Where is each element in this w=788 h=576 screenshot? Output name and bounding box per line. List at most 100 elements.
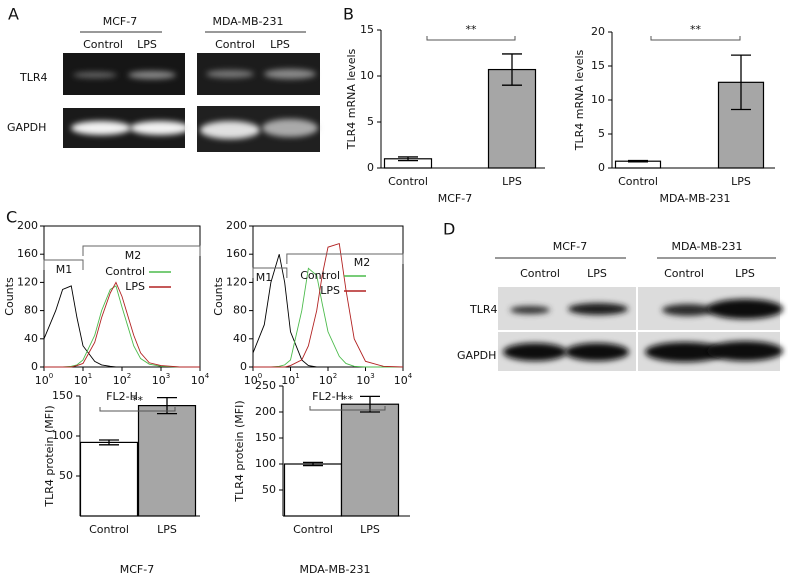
x-tick-base: 10 bbox=[152, 374, 166, 387]
row-label: TLR4 bbox=[469, 303, 498, 316]
histogram-curve bbox=[43, 285, 200, 368]
y-tick-label: 120 bbox=[226, 275, 247, 288]
x-tick-exponent: 2 bbox=[333, 372, 337, 380]
lane-label: Control bbox=[83, 38, 123, 51]
row-label: TLR4 bbox=[19, 71, 48, 84]
gate-label: M2 bbox=[125, 249, 142, 262]
y-tick-label: 15 bbox=[360, 23, 374, 36]
y-tick-label: 250 bbox=[255, 379, 276, 392]
gate-marker bbox=[43, 259, 84, 270]
x-tick-exponent: 0 bbox=[258, 372, 262, 380]
y-axis-label: TLR4 protein (MFI) bbox=[43, 405, 56, 507]
legend-label: Control bbox=[300, 269, 340, 282]
x-tick-exponent: 1 bbox=[88, 372, 92, 380]
x-tick-base: 10 bbox=[35, 374, 49, 387]
y-tick-label: 20 bbox=[591, 25, 605, 38]
x-tick-base: 10 bbox=[191, 374, 205, 387]
y-tick-label: 160 bbox=[17, 247, 38, 260]
gate-marker bbox=[82, 245, 201, 256]
y-tick-label: 40 bbox=[24, 332, 38, 345]
y-tick-label: 10 bbox=[360, 69, 374, 82]
legend-label: Control bbox=[105, 265, 145, 278]
significance-label: ** bbox=[342, 393, 354, 406]
x-tick-label: LPS bbox=[731, 175, 751, 188]
x-tick-base: 10 bbox=[244, 374, 258, 387]
chart-subtitle: MDA-MB-231 bbox=[659, 192, 730, 205]
y-tick-label: 5 bbox=[598, 127, 605, 140]
gel-image bbox=[63, 53, 320, 152]
chart-subtitle: MCF-7 bbox=[438, 192, 472, 205]
x-tick-exponent: 2 bbox=[127, 372, 131, 380]
x-tick-label: LPS bbox=[502, 175, 522, 188]
x-tick-label: 100 bbox=[244, 372, 262, 387]
x-tick-label: Control bbox=[618, 175, 658, 188]
panel-label: C bbox=[6, 208, 17, 227]
error-bar bbox=[502, 53, 522, 86]
x-tick-label: 102 bbox=[113, 372, 131, 387]
lane-label: LPS bbox=[270, 38, 290, 51]
lane-label: LPS bbox=[587, 267, 607, 280]
y-tick-label: 150 bbox=[52, 389, 73, 402]
blot-title: MDA-MB-231 bbox=[212, 15, 283, 28]
x-tick-exponent: 4 bbox=[205, 372, 210, 380]
y-tick-label: 50 bbox=[262, 483, 276, 496]
lane-label: LPS bbox=[137, 38, 157, 51]
y-tick-label: 80 bbox=[24, 304, 38, 317]
x-tick-label: 102 bbox=[319, 372, 337, 387]
y-tick-label: 15 bbox=[591, 59, 605, 72]
lane-label: Control bbox=[215, 38, 255, 51]
western-blot-image bbox=[498, 287, 783, 371]
chart-subtitle: MCF-7 bbox=[120, 563, 154, 576]
panel-label: A bbox=[8, 5, 19, 24]
legend-label: LPS bbox=[125, 280, 145, 293]
x-tick-exponent: 0 bbox=[49, 372, 53, 380]
y-tick-label: 10 bbox=[591, 93, 605, 106]
bar bbox=[340, 403, 400, 517]
y-axis-label: TLR4 mRNA levels bbox=[573, 49, 586, 151]
y-tick-label: 200 bbox=[226, 219, 247, 232]
y-tick-label: 0 bbox=[598, 161, 605, 174]
significance-bracket bbox=[650, 36, 741, 41]
panel-label: B bbox=[343, 5, 354, 24]
x-tick-base: 10 bbox=[356, 374, 370, 387]
x-tick-label: Control bbox=[293, 523, 333, 536]
blot-title: MCF-7 bbox=[553, 240, 587, 253]
y-tick-label: 80 bbox=[233, 304, 247, 317]
significance-bracket bbox=[309, 406, 386, 411]
gate-label: M1 bbox=[256, 271, 273, 284]
y-tick-label: 120 bbox=[17, 275, 38, 288]
bar bbox=[79, 441, 139, 517]
histogram-curve bbox=[252, 254, 403, 368]
y-tick-label: 200 bbox=[17, 219, 38, 232]
gate-marker bbox=[252, 267, 288, 278]
x-tick-exponent: 1 bbox=[295, 372, 299, 380]
y-axis-label: TLR4 mRNA levels bbox=[345, 48, 358, 150]
x-tick-label: Control bbox=[89, 523, 129, 536]
y-axis-label: Counts bbox=[3, 277, 16, 316]
x-tick-label: 100 bbox=[35, 372, 53, 387]
gate-label: M2 bbox=[354, 256, 371, 269]
x-tick-base: 10 bbox=[281, 374, 295, 387]
x-tick-label: 103 bbox=[356, 372, 374, 387]
error-bar bbox=[303, 461, 323, 467]
significance-bracket bbox=[426, 36, 516, 41]
y-tick-label: 0 bbox=[31, 360, 38, 373]
panel-label: D bbox=[443, 220, 455, 239]
x-tick-label: 101 bbox=[281, 372, 299, 387]
x-axis-label: FL2-H bbox=[106, 390, 138, 403]
row-label: GAPDH bbox=[457, 349, 496, 362]
lane-label: LPS bbox=[735, 267, 755, 280]
x-tick-label: 103 bbox=[152, 372, 170, 387]
y-axis-label: TLR4 protein (MFI) bbox=[233, 400, 246, 502]
x-tick-label: 101 bbox=[74, 372, 92, 387]
blot-title: MDA-MB-231 bbox=[671, 240, 742, 253]
error-bar bbox=[628, 159, 648, 163]
x-tick-exponent: 4 bbox=[408, 372, 413, 380]
row-label: GAPDH bbox=[7, 121, 46, 134]
x-tick-label: Control bbox=[388, 175, 428, 188]
lane-label: Control bbox=[520, 267, 560, 280]
bar bbox=[137, 405, 197, 517]
bar bbox=[283, 463, 343, 517]
y-tick-label: 160 bbox=[226, 247, 247, 260]
